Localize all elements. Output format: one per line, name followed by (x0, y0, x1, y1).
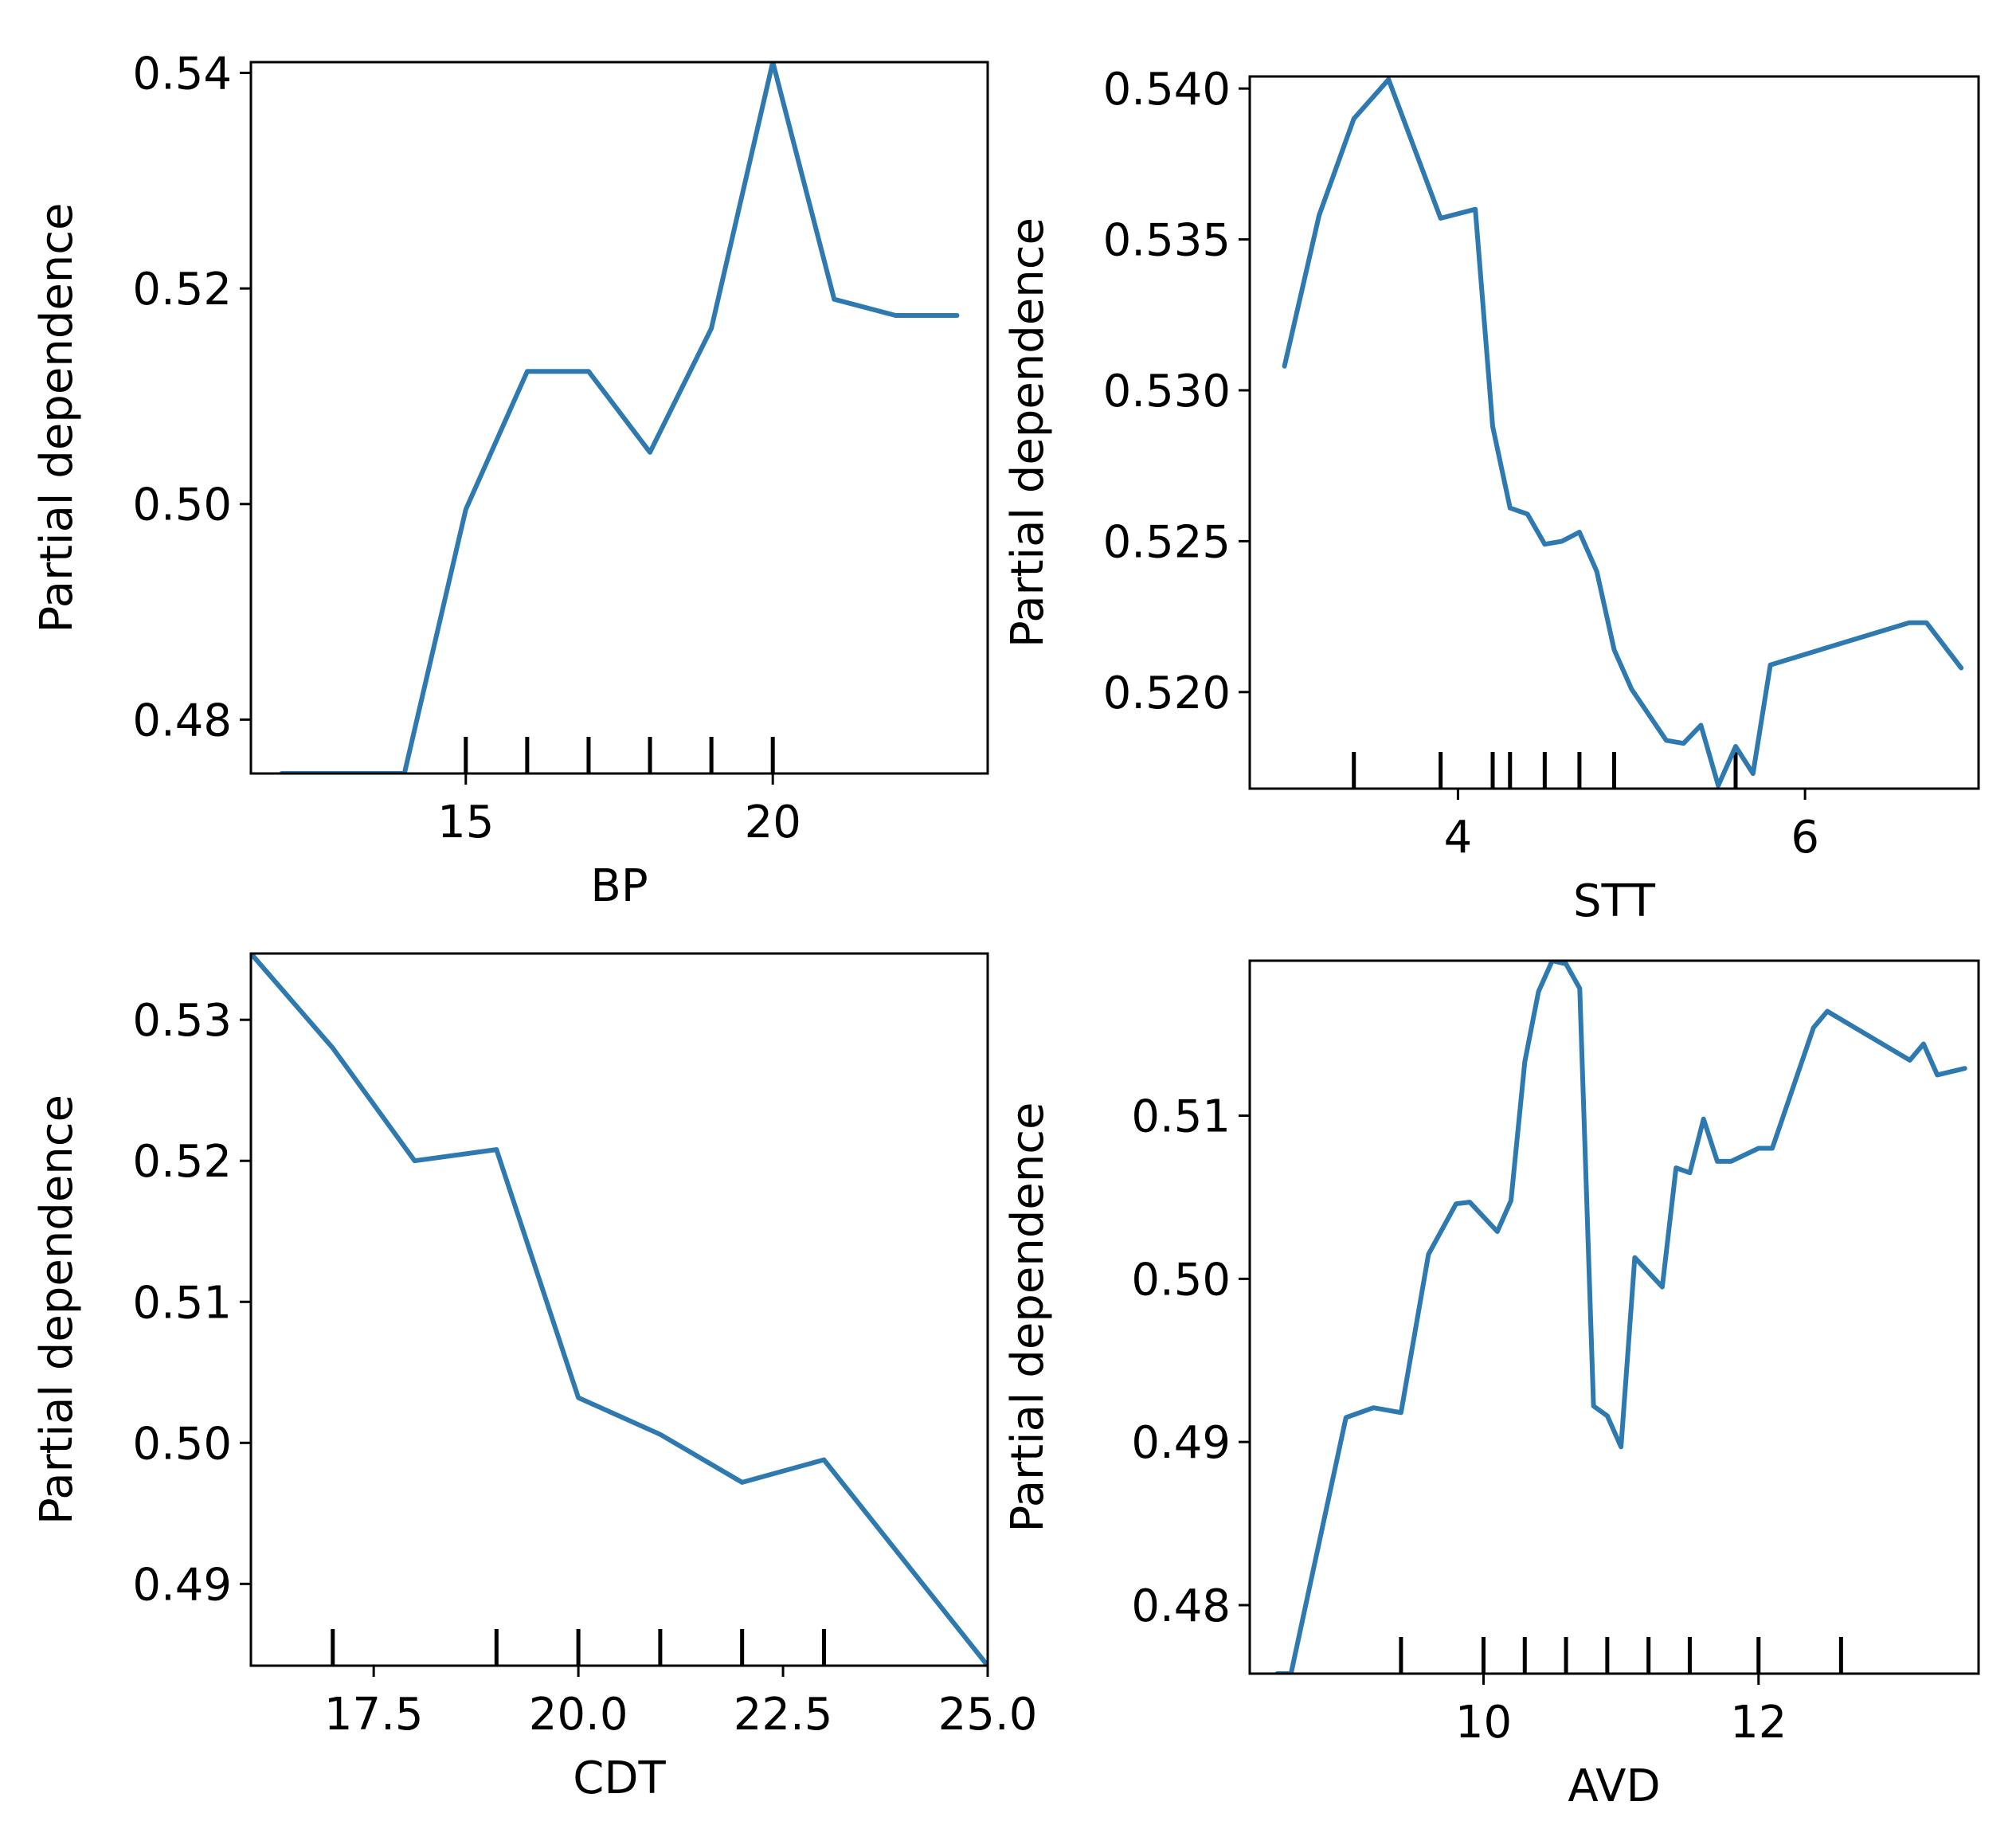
cdt-panel: 17.5 20.0 22.5 25.0 0.49 0.50 0.51 0.52 0.53 CDT P… (31, 952, 1038, 1804)
x-axis-label: BP (590, 860, 648, 912)
x-axis-label: AVD (1568, 1760, 1660, 1812)
bp-panel: 15 20 0.48 0.50 0.52 0.54 BP Partial dependence (31, 49, 989, 912)
series-line (279, 62, 960, 773)
y-tick-label: 0.520 (1103, 668, 1231, 719)
x-tick-label: 4 (1444, 812, 1473, 864)
series-line (251, 954, 988, 1666)
y-tick-label: 0.48 (132, 695, 232, 746)
y-tick-label: 0.53 (132, 995, 232, 1047)
x-axis-label: STT (1573, 875, 1656, 927)
y-tick-label: 0.50 (1131, 1254, 1231, 1306)
plot-frame (249, 952, 989, 1667)
x-tick-label: 25.0 (938, 1689, 1038, 1741)
y-tick-label: 0.52 (132, 264, 232, 315)
x-tick-label: 15 (437, 797, 494, 848)
x-tick-label: 20 (745, 797, 801, 848)
avd-panel: 10 12 0.48 0.49 0.50 0.51 AVD Partial dependenc… (1002, 959, 1980, 1812)
y-tick-label: 0.50 (132, 1418, 232, 1470)
plot-frame (249, 61, 989, 775)
y-tick-label: 0.48 (1131, 1580, 1231, 1632)
y-tick-label: 0.49 (1131, 1417, 1231, 1469)
plot-frame (1248, 75, 1980, 790)
series-line (1282, 76, 1964, 789)
y-tick-label: 0.51 (1131, 1091, 1231, 1143)
y-tick-label: 0.49 (132, 1559, 232, 1611)
series-line (1274, 961, 1967, 1674)
y-axis-label: Partial dependence (1002, 217, 1054, 648)
y-tick-label: 0.51 (132, 1277, 232, 1329)
y-axis-label: Partial dependence (31, 202, 83, 632)
y-tick-label: 0.50 (132, 480, 232, 531)
x-tick-label: 6 (1791, 812, 1819, 864)
y-tick-label: 0.54 (132, 49, 232, 100)
x-tick-label: 20.0 (529, 1689, 628, 1741)
x-axis-label: CDT (573, 1753, 666, 1804)
stt-panel: 4 6 0.520 0.525 0.530 0.535 0.540 STT Partial de… (1002, 64, 1980, 927)
x-tick-label: 12 (1730, 1697, 1787, 1749)
y-tick-label: 0.540 (1103, 64, 1231, 116)
y-axis-label: Partial dependence (31, 1095, 83, 1525)
y-tick-label: 0.525 (1103, 516, 1231, 568)
x-tick-label: 10 (1455, 1697, 1512, 1749)
y-tick-label: 0.535 (1103, 215, 1231, 267)
x-tick-label: 22.5 (734, 1689, 833, 1741)
x-tick-label: 17.5 (324, 1689, 424, 1741)
y-tick-label: 0.52 (132, 1136, 232, 1188)
y-tick-label: 0.530 (1103, 366, 1231, 417)
y-axis-label: Partial dependence (1002, 1102, 1054, 1532)
plot-frame (1248, 959, 1980, 1675)
